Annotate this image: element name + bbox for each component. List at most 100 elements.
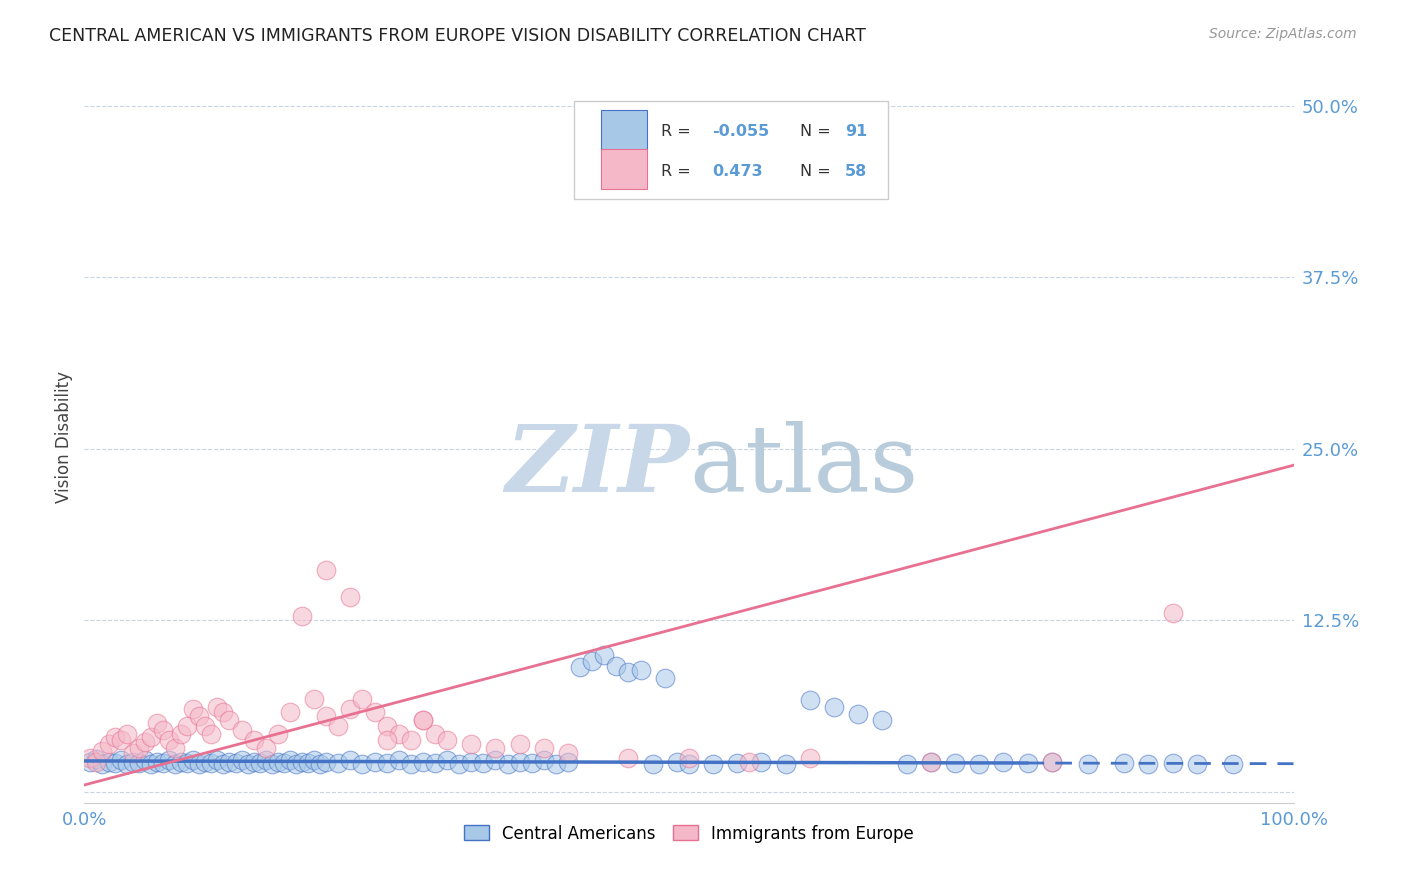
Point [339, 702, 361, 716]
Point [725, 756, 748, 770]
Point [460, 737, 482, 751]
Point [273, 756, 295, 770]
Point [1040, 755, 1063, 769]
Point [993, 755, 1015, 769]
Point [872, 714, 894, 728]
Point [152, 756, 174, 770]
Point [328, 719, 350, 733]
Point [170, 755, 193, 769]
Point [188, 757, 211, 772]
Point [1114, 756, 1136, 770]
Point [449, 757, 471, 772]
Point [260, 757, 283, 772]
Point [1185, 757, 1208, 772]
Point [254, 740, 277, 755]
Point [297, 756, 319, 770]
Point [231, 723, 253, 737]
Point [823, 699, 845, 714]
Point [920, 755, 942, 769]
Point [194, 719, 217, 733]
Point [157, 732, 180, 747]
Point [617, 665, 640, 680]
Point [176, 719, 198, 733]
Point [339, 590, 361, 604]
Point [207, 753, 229, 767]
Point [472, 756, 495, 770]
Point [328, 756, 350, 770]
Point [104, 730, 127, 744]
Point [231, 753, 253, 767]
Text: -0.055: -0.055 [711, 124, 769, 139]
Point [278, 705, 301, 719]
Point [79, 750, 101, 764]
Point [165, 740, 187, 755]
Point [1017, 756, 1039, 770]
Point [218, 755, 240, 769]
Point [121, 755, 143, 769]
Point [509, 755, 531, 769]
Point [665, 755, 688, 769]
Point [115, 757, 138, 772]
Point [581, 655, 603, 669]
Point [188, 709, 211, 723]
Point [423, 727, 446, 741]
Point [412, 755, 434, 769]
Text: N =: N = [800, 124, 837, 139]
Point [104, 756, 127, 770]
FancyBboxPatch shape [574, 101, 889, 200]
Point [557, 747, 579, 761]
Point [1077, 757, 1099, 772]
Bar [600, 149, 647, 189]
Point [278, 753, 301, 767]
Point [617, 750, 640, 764]
Point [91, 744, 114, 758]
Point [91, 757, 114, 772]
Point [139, 757, 162, 772]
Text: 0.473: 0.473 [711, 163, 762, 178]
Point [291, 755, 314, 769]
Point [128, 740, 150, 755]
Text: CENTRAL AMERICAN VS IMMIGRANTS FROM EUROPE VISION DISABILITY CORRELATION CHART: CENTRAL AMERICAN VS IMMIGRANTS FROM EURO… [49, 27, 866, 45]
Point [115, 727, 138, 741]
Point [533, 753, 555, 767]
Point [388, 753, 411, 767]
Point [496, 757, 519, 772]
Point [436, 753, 458, 767]
Point [97, 737, 120, 751]
Point [315, 562, 337, 576]
Point [236, 757, 259, 772]
Point [315, 709, 337, 723]
Point [86, 752, 108, 766]
Legend: Central Americans, Immigrants from Europe: Central Americans, Immigrants from Europ… [457, 818, 921, 849]
Point [254, 753, 277, 767]
Point [97, 755, 120, 769]
Point [920, 755, 942, 769]
Point [249, 756, 271, 770]
Point [242, 732, 264, 747]
Text: 58: 58 [845, 163, 868, 178]
Point [1161, 607, 1184, 621]
Text: 91: 91 [845, 124, 868, 139]
Point [242, 755, 264, 769]
Point [339, 753, 361, 767]
Point [181, 753, 204, 767]
Point [79, 755, 101, 769]
Point [284, 757, 308, 772]
Point [569, 660, 592, 674]
Point [207, 699, 229, 714]
Point [702, 757, 724, 772]
Point [146, 716, 169, 731]
Point [678, 757, 700, 772]
Point [110, 753, 132, 767]
Point [170, 727, 193, 741]
Point [375, 756, 398, 770]
Point [110, 732, 132, 747]
Point [200, 727, 222, 741]
Text: ZIP: ZIP [505, 421, 689, 511]
Point [267, 755, 290, 769]
Point [363, 755, 385, 769]
Point [302, 753, 325, 767]
Point [654, 671, 676, 685]
Point [846, 706, 869, 721]
Point [1161, 756, 1184, 770]
